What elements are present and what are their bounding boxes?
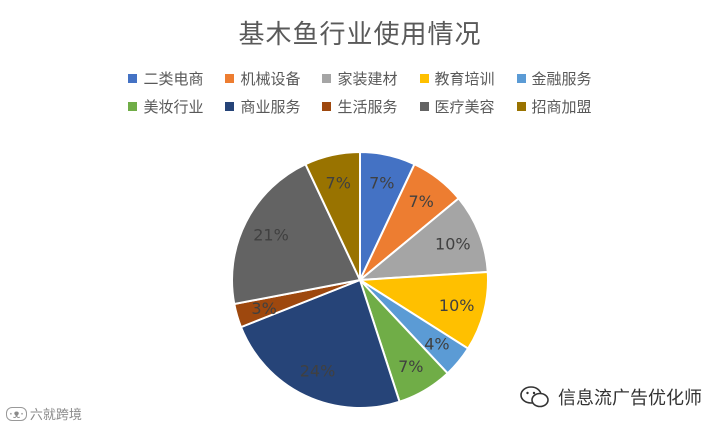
legend-label: 家装建材 — [337, 70, 398, 88]
legend-item: 金融服务 — [516, 68, 592, 89]
legend-item: 机械设备 — [225, 68, 300, 89]
legend-swatch — [419, 102, 429, 111]
legend-swatch — [225, 74, 235, 83]
data-label: 21% — [253, 226, 289, 245]
legend-label: 二类电商 — [143, 70, 204, 88]
legend-swatch — [516, 102, 526, 111]
legend-label: 机械设备 — [240, 70, 301, 88]
legend-item: 美妆行业 — [128, 96, 203, 117]
legend-item: 生活服务 — [322, 96, 398, 117]
data-label: 10% — [439, 296, 475, 315]
data-label: 24% — [300, 361, 336, 380]
legend-swatch — [322, 102, 332, 111]
data-label: 7% — [369, 174, 394, 193]
pie-slice — [304, 150, 361, 281]
wechat-icon — [520, 386, 549, 408]
data-label: 10% — [435, 234, 471, 253]
legend-label: 教育培训 — [434, 70, 495, 88]
pie-slice — [356, 270, 489, 350]
legend-label: 商业服务 — [240, 98, 301, 116]
legend-label: 生活服务 — [337, 98, 398, 116]
watermark-left-text: 六就跨境 — [29, 408, 82, 423]
legend-item: 二类电商 — [128, 68, 203, 89]
legend-swatch — [322, 74, 332, 83]
legend-label: 招商加盟 — [531, 98, 592, 116]
pie-slice — [356, 197, 489, 282]
legend-row-2: 美妆行业 商业服务 生活服务 医疗美容 招商加盟 — [0, 96, 720, 117]
watermark-right: 信息流广告优化师 — [520, 384, 702, 410]
legend-row-1: 二类电商 机械设备 家装建材 教育培训 金融服务 — [0, 68, 720, 89]
data-label: 7% — [408, 192, 433, 211]
cat-icon: ·ᴥ· — [6, 406, 27, 421]
legend-label: 金融服务 — [531, 70, 592, 88]
watermark-left: ·ᴥ· 六就跨境 — [6, 404, 82, 423]
data-label: 7% — [398, 357, 423, 376]
legend-swatch — [419, 74, 429, 83]
legend-label: 医疗美容 — [434, 98, 495, 116]
legend-swatch — [516, 74, 526, 83]
data-label: 3% — [251, 299, 276, 318]
legend-swatch — [128, 74, 138, 83]
legend-item: 商业服务 — [225, 96, 300, 117]
watermark-right-text: 信息流广告优化师 — [558, 388, 702, 409]
legend-item: 教育培训 — [419, 68, 495, 89]
legend-item: 家装建材 — [322, 68, 398, 89]
legend-swatch — [225, 102, 235, 111]
pie-slice — [231, 162, 362, 306]
data-label: 7% — [326, 174, 351, 193]
legend-item: 医疗美容 — [419, 96, 495, 117]
data-label: 4% — [424, 335, 449, 354]
chart-title: 基木鱼行业使用情况 — [238, 20, 482, 50]
legend-label: 美妆行业 — [143, 98, 204, 116]
legend-swatch — [128, 102, 138, 111]
legend-item: 招商加盟 — [516, 96, 592, 117]
